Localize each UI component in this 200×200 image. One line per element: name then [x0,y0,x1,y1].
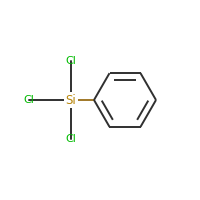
Text: Cl: Cl [24,95,34,105]
Text: Cl: Cl [66,56,76,66]
Text: Cl: Cl [66,134,76,144]
Text: Si: Si [66,94,76,106]
